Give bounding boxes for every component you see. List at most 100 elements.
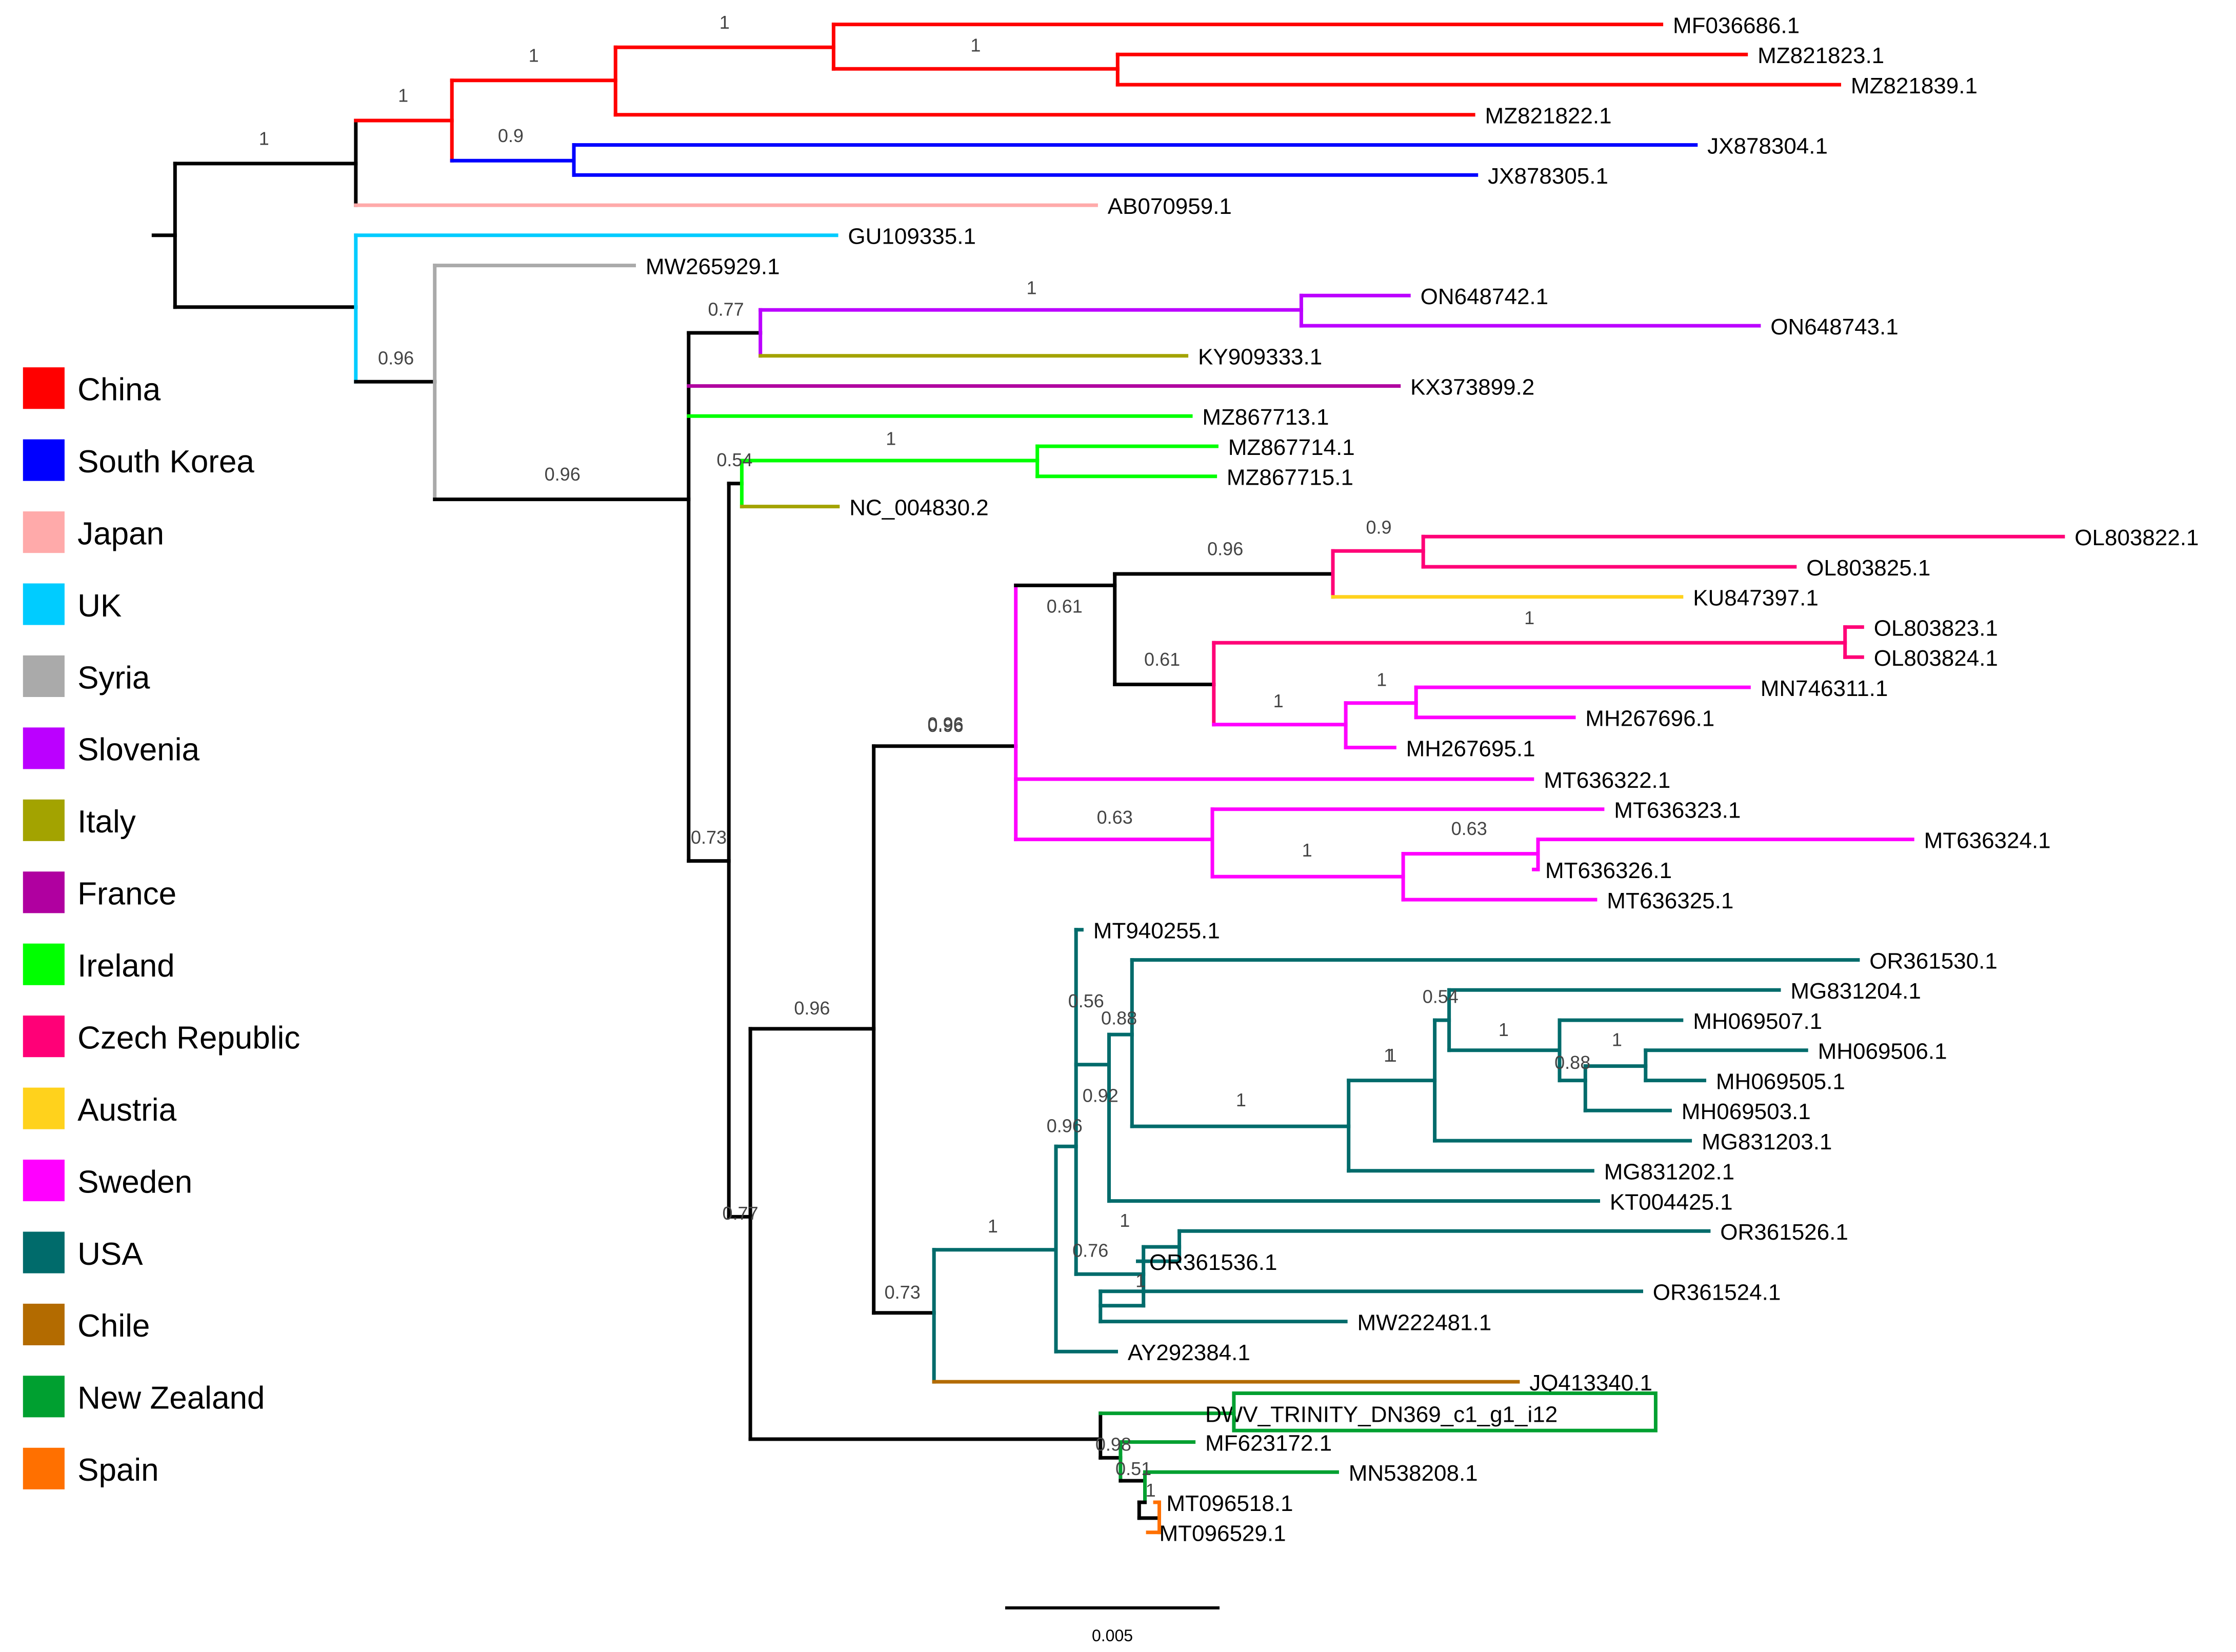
support-value: 0.63: [1451, 818, 1487, 839]
tip-label: MT940255.1: [1093, 919, 1220, 944]
support-value: 0.77: [723, 1203, 758, 1224]
legend-swatch: [23, 1087, 65, 1129]
support-value: 0.51: [1115, 1458, 1151, 1479]
support-value: 1: [1120, 1210, 1130, 1231]
tip-label: MG831202.1: [1604, 1160, 1734, 1185]
tip-label: MZ821822.1: [1485, 104, 1612, 129]
tip-label: MN746311.1: [1761, 676, 1888, 701]
support-value: 0.96: [1047, 1115, 1083, 1136]
support-value: 0.96: [928, 713, 964, 734]
tip-label: OL803824.1: [1874, 646, 1998, 671]
legend-swatch: [23, 511, 65, 553]
tip-label: MH069503.1: [1682, 1099, 1811, 1124]
support-value: 0.96: [794, 998, 830, 1019]
support-value: 0.96: [378, 348, 414, 369]
tip-label: MG831203.1: [1702, 1129, 1832, 1155]
support-value: 1: [1612, 1029, 1622, 1050]
support-value: 0.63: [1097, 807, 1133, 828]
tip-label: OL803822.1: [2074, 525, 2199, 550]
tip-label: MZ867713.1: [1202, 405, 1329, 430]
legend-swatch: [23, 655, 65, 697]
tip-label: NC_004830.2: [849, 495, 989, 520]
tip-label: MH069506.1: [1818, 1039, 1947, 1064]
support-value: 1: [398, 85, 408, 106]
support-value: 1: [259, 128, 269, 149]
tip-label: ON648742.1: [1421, 284, 1549, 309]
support-value: 1: [1524, 607, 1534, 628]
support-value: 0.98: [1095, 1434, 1131, 1455]
support-value: 1: [1499, 1019, 1509, 1040]
legend-label: UK: [77, 588, 122, 624]
legend-swatch: [23, 727, 65, 769]
tip-label: AB070959.1: [1108, 194, 1232, 219]
tip-label: KX373899.2: [1410, 374, 1534, 400]
support-value: 0.9: [1366, 517, 1391, 538]
support-value: 1: [1273, 690, 1284, 711]
tip-label: MT096518.1: [1166, 1491, 1293, 1516]
tree-branches: [151, 23, 2065, 1535]
tip-label: ON648743.1: [1770, 314, 1899, 340]
legend-label: France: [77, 877, 176, 912]
legend-swatch: [23, 943, 65, 985]
support-value: 1: [1302, 840, 1312, 861]
legend-label: Ireland: [77, 948, 175, 984]
tip-label: MG831204.1: [1790, 979, 1921, 1004]
scale-bar: 0.005: [1005, 1606, 1220, 1645]
scale-bar-label: 0.005: [1092, 1626, 1133, 1645]
legend-label: Italy: [77, 804, 136, 840]
tip-label: MT636322.1: [1544, 768, 1670, 793]
legend-label: South Korea: [77, 444, 254, 480]
support-value: 0.77: [708, 299, 744, 320]
support-value: 1: [720, 12, 730, 33]
tip-label: AY292384.1: [1128, 1340, 1250, 1365]
legend-label: Syria: [77, 660, 150, 695]
tip-label: MF036686.1: [1673, 13, 1800, 38]
support-value: 0.56: [1068, 990, 1104, 1011]
tip-label: MW265929.1: [646, 254, 780, 279]
tip-label: JQ413340.1: [1529, 1370, 1652, 1396]
tip-label: MZ821823.1: [1758, 43, 1884, 68]
tip-label: MZ821839.1: [1851, 73, 1978, 98]
support-value: 1: [1387, 1045, 1397, 1066]
tip-label: JX878305.1: [1488, 164, 1608, 189]
support-value: 0.61: [1047, 596, 1083, 617]
tip-label: MH267695.1: [1406, 736, 1535, 761]
tip-label: MZ867715.1: [1227, 465, 1353, 490]
tip-label: MZ867714.1: [1228, 435, 1355, 460]
country-legend: China South Korea Japan UK Syria Slovenia Ital…: [23, 367, 300, 1489]
support-value: 0.76: [1072, 1240, 1108, 1261]
legend-label: Austria: [77, 1092, 176, 1128]
support-value: 0.96: [1207, 539, 1243, 560]
tip-label: KU847397.1: [1693, 586, 1819, 611]
support-value: 1: [1236, 1089, 1246, 1110]
legend-swatch: [23, 871, 65, 913]
legend-label: Czech Republic: [77, 1021, 300, 1056]
tip-label: KT004425.1: [1610, 1189, 1733, 1215]
legend-swatch: [23, 1160, 65, 1202]
tip-label: MT636324.1: [1924, 828, 2051, 853]
tip-label: DWV_TRINITY_DN369_c1_g1_i12: [1205, 1402, 1558, 1427]
legend-label: China: [77, 372, 161, 408]
tip-labels: MF036686.1 MZ821823.1 MZ821839.1 MZ821822.1…: [646, 13, 2199, 1546]
support-value: 0.96: [545, 464, 581, 485]
support-value: 0.54: [716, 449, 752, 470]
legend-label: Japan: [77, 516, 164, 551]
support-value: 0.9: [498, 125, 524, 146]
tip-label: OR361530.1: [1869, 948, 1998, 973]
support-value: 0.73: [885, 1282, 921, 1303]
legend-swatch: [23, 799, 65, 841]
support-value: 0.96: [928, 715, 964, 736]
support-value: 0.54: [1423, 986, 1459, 1007]
support-value: 1: [970, 35, 981, 56]
legend-label: Spain: [77, 1452, 159, 1488]
support-value: 0.88: [1554, 1052, 1590, 1073]
tip-label: KY909333.1: [1198, 345, 1322, 370]
support-value: 1: [988, 1216, 998, 1237]
legend-label: USA: [77, 1237, 143, 1272]
support-value: 0.73: [691, 827, 727, 848]
support-value: 1: [886, 428, 896, 449]
legend-swatch: [23, 1376, 65, 1418]
support-value: 0.61: [1144, 649, 1180, 670]
support-values: 1 1 1 1 0.9 1 0.96 0.96 0.77 1 0.54 1 0.73 0.96 0.96 0.…: [259, 12, 1622, 1501]
